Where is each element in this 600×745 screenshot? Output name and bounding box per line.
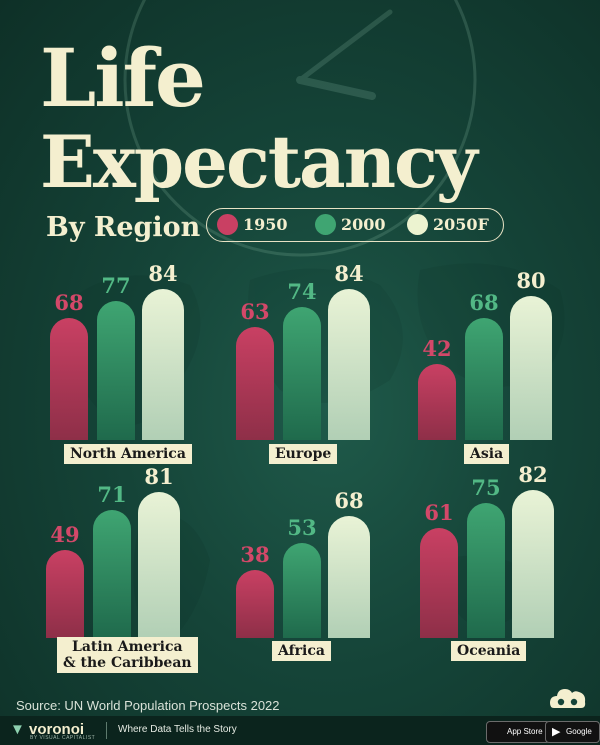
bar-latin-america-the-caribbean-2000	[93, 510, 131, 638]
bar-north-america-1950	[50, 317, 88, 440]
panel-africa: 38 53 68	[236, 448, 396, 638]
google-play-button[interactable]: ▶ Google Play	[545, 721, 600, 743]
footer-tagline: Where Data Tells the Story	[118, 724, 237, 735]
bar-latin-america-the-caribbean-2050f	[138, 492, 180, 638]
bar-asia-1950	[418, 364, 456, 440]
panel-oceania: 61 75 82	[420, 448, 580, 638]
chart-legend: 1950 2000 2050F	[206, 208, 504, 242]
bar-europe-2000	[283, 306, 321, 440]
value-label-north-america-2050f: 84	[148, 260, 178, 286]
legend-swatch-2050f	[407, 214, 428, 235]
value-label-europe-2050f: 84	[334, 260, 364, 286]
value-label-europe-1950: 63	[240, 298, 270, 324]
footer-bar: ▼ voronoi BY VISUAL CAPITALIST Where Dat…	[0, 716, 600, 745]
footer-divider	[106, 722, 107, 739]
panel-north-america: 68 77 84	[50, 250, 210, 440]
region-label-europe: Europe	[269, 444, 338, 465]
app-store-button[interactable]: App Store	[486, 721, 550, 743]
app-store-label: App Store	[507, 727, 543, 736]
panel-europe: 63 74 84	[236, 250, 396, 440]
legend-item-2000: 2000	[315, 214, 386, 235]
legend-label-2050f: 2050F	[433, 215, 489, 234]
value-label-north-america-1950: 68	[54, 289, 84, 315]
value-label-latin-america-the-caribbean-2050f: 81	[144, 464, 174, 490]
region-label-oceania: Oceania	[451, 641, 527, 662]
value-label-europe-2000: 74	[287, 278, 317, 304]
value-label-asia-1950: 42	[422, 336, 452, 362]
bar-europe-1950	[236, 326, 274, 440]
legend-swatch-2000	[315, 214, 336, 235]
legend-label-2000: 2000	[341, 215, 386, 234]
value-label-oceania-2000: 75	[471, 475, 501, 500]
subtitle: By Region	[46, 212, 201, 243]
panel-asia: 42 68 80	[418, 250, 578, 440]
bar-africa-2050f	[328, 515, 370, 638]
value-label-asia-2000: 68	[469, 289, 499, 315]
bar-africa-1950	[236, 569, 274, 638]
region-label-asia: Asia	[464, 444, 510, 465]
region-label-line: Oceania	[457, 643, 521, 659]
value-label-africa-2050f: 68	[334, 487, 364, 513]
value-label-oceania-2050f: 82	[518, 462, 548, 488]
bar-africa-2000	[283, 542, 321, 638]
bar-oceania-2000	[467, 503, 505, 638]
region-label-line: Europe	[275, 446, 332, 462]
bar-asia-2000	[465, 317, 503, 440]
region-label-africa: Africa	[272, 641, 331, 662]
region-label-line: Africa	[278, 643, 325, 659]
region-label-latin-america-the-caribbean: Latin America & the Caribbean	[57, 637, 198, 674]
region-label-line: North America	[70, 446, 186, 462]
bar-north-america-2000	[97, 301, 135, 440]
region-label-line: & the Caribbean	[63, 655, 192, 672]
panel-latin-america-the-caribbean: 49 71 81	[46, 448, 206, 638]
bar-oceania-2050f	[512, 490, 554, 638]
region-label-line: Latin America	[71, 639, 183, 655]
region-label-north-america: North America	[64, 444, 192, 465]
brand-cloud-icon	[550, 689, 586, 708]
google-play-label: Google Play	[566, 727, 592, 736]
google-play-icon: ▶	[552, 726, 561, 738]
voronoi-logo-subtext: BY VISUAL CAPITALIST	[30, 735, 96, 741]
legend-swatch-1950	[217, 214, 238, 235]
voronoi-logo[interactable]: ▼ voronoi	[10, 721, 84, 738]
value-label-africa-2000: 53	[287, 514, 317, 540]
voronoi-logo-text: voronoi	[29, 721, 85, 738]
source-note: Source: UN World Population Prospects 20…	[16, 698, 280, 713]
value-label-north-america-2000: 77	[101, 273, 131, 299]
value-label-oceania-1950: 61	[424, 500, 454, 526]
value-label-africa-1950: 38	[240, 541, 270, 567]
region-label-line: Asia	[470, 446, 504, 462]
value-label-asia-2050f: 80	[516, 268, 546, 293]
legend-label-1950: 1950	[243, 215, 288, 234]
bar-north-america-2050f	[142, 288, 184, 440]
bar-asia-2050f	[510, 296, 552, 440]
title-line-2: Expectancy	[40, 119, 478, 204]
legend-item-2050f: 2050F	[407, 214, 489, 235]
title-line-1: Life	[40, 31, 206, 125]
bar-oceania-1950	[420, 528, 458, 638]
value-label-latin-america-the-caribbean-2000: 71	[97, 482, 127, 508]
bar-europe-2050f	[328, 288, 370, 440]
legend-item-1950: 1950	[217, 214, 288, 235]
value-label-latin-america-the-caribbean-1950: 49	[50, 521, 80, 547]
voronoi-logo-icon: ▼	[10, 721, 25, 738]
bar-latin-america-the-caribbean-1950	[46, 549, 84, 638]
